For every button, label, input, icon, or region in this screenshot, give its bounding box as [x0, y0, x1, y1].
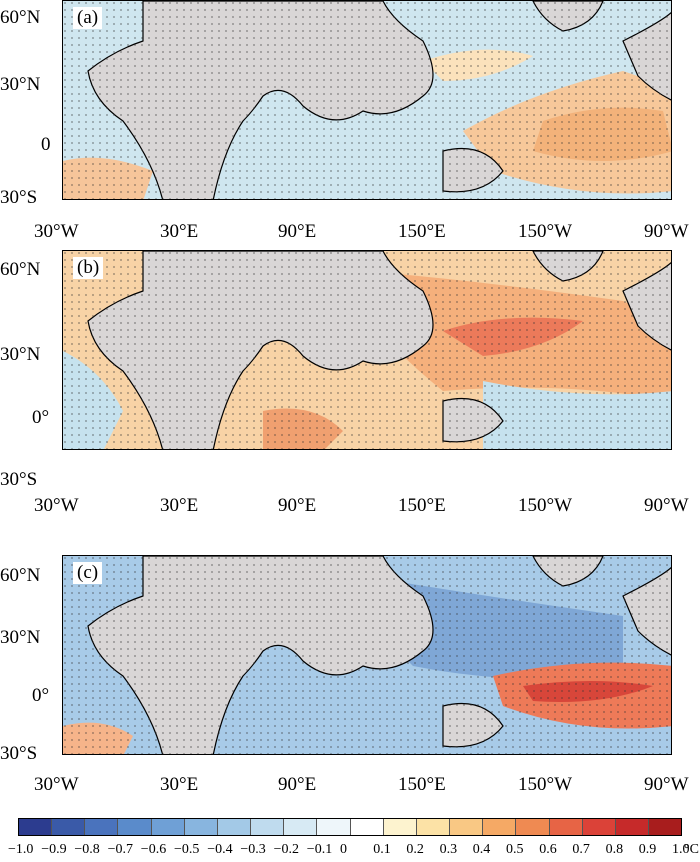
- colorbar-cell: [52, 819, 86, 835]
- colorbar-tick-label: −0.2: [273, 842, 299, 857]
- map-panel-c: (c): [62, 555, 672, 755]
- colorbar-tick-label: −0.8: [74, 842, 100, 857]
- map-canvas-c: [63, 556, 671, 754]
- lat-label-30n-b: 30°N: [0, 344, 41, 365]
- lon-label-30w-c: 30°W: [34, 774, 79, 795]
- colorbar-tick-label: −0.4: [207, 842, 233, 857]
- lon-label-90e-c: 90°E: [278, 774, 317, 795]
- colorbar-cell: [615, 819, 649, 835]
- colorbar-cell: [383, 819, 417, 835]
- lat-label-30s-b: 30°S: [0, 469, 38, 490]
- lon-label-30e-a: 30°E: [160, 221, 199, 242]
- colorbar-tick-label: −0.5: [174, 842, 200, 857]
- colorbar-cell: [549, 819, 583, 835]
- colorbar-tick-label: 0.2: [406, 842, 424, 857]
- lon-label-150w-c: 150°W: [518, 774, 573, 795]
- colorbar-cell: [184, 819, 218, 835]
- panel-label-b: (b): [73, 257, 104, 279]
- lat-label-60n-a: 60°N: [0, 7, 41, 28]
- colorbar-tick-label: −0.9: [41, 842, 67, 857]
- lon-label-90w-b: 90°W: [644, 495, 689, 516]
- colorbar-tick-label: 1.0: [672, 842, 690, 857]
- colorbar-cell: [118, 819, 152, 835]
- colorbar-cell: [416, 819, 451, 835]
- lat-label-0-a: 0: [41, 134, 51, 155]
- colorbar: [18, 818, 682, 836]
- colorbar-tick-label: −0.3: [240, 842, 266, 857]
- lat-label-0-b: 0°: [32, 407, 50, 428]
- map-canvas-a: [63, 1, 671, 199]
- lon-label-30w-b: 30°W: [34, 495, 79, 516]
- map-panel-a: (a): [62, 0, 672, 200]
- lon-label-90w-a: 90°W: [644, 221, 689, 242]
- colorbar-cell: [582, 819, 616, 835]
- lat-label-30n-c: 30°N: [0, 627, 41, 648]
- lon-label-150e-b: 150°E: [398, 495, 446, 516]
- colorbar-cell: [483, 819, 517, 835]
- map-panel-b: (b): [62, 250, 672, 450]
- colorbar-tick-label: 0: [340, 842, 347, 857]
- lon-label-150w-a: 150°W: [518, 221, 573, 242]
- panel-label-c: (c): [73, 562, 103, 584]
- colorbar-tick-label: 0.4: [472, 842, 491, 857]
- lat-label-30s-a: 30°S: [0, 187, 38, 208]
- colorbar-tick-label: 0.7: [572, 842, 590, 857]
- colorbar-tick-label: 0.8: [605, 842, 624, 857]
- colorbar-cell: [19, 819, 53, 835]
- colorbar-cell: [284, 819, 318, 835]
- lon-label-150w-b: 150°W: [518, 495, 573, 516]
- colorbar-tick-label: 0.1: [373, 842, 391, 857]
- colorbar-cell: [151, 819, 185, 835]
- lon-label-90e-a: 90°E: [278, 221, 317, 242]
- colorbar-cell: [350, 819, 384, 835]
- lat-label-60n-c: 60°N: [0, 565, 41, 586]
- colorbar-cell: [251, 819, 285, 835]
- lon-label-90e-b: 90°E: [278, 495, 317, 516]
- colorbar-tick-label: 0.9: [638, 842, 657, 857]
- lat-label-0-c: 0°: [32, 685, 50, 706]
- colorbar-tick-label: 0.6: [539, 842, 557, 857]
- colorbar-tick-label: −1.0: [8, 842, 34, 857]
- colorbar-unit: °C: [684, 842, 699, 857]
- map-canvas-b: [63, 251, 671, 449]
- colorbar-cell: [217, 819, 252, 835]
- lon-label-30e-b: 30°E: [160, 495, 199, 516]
- lat-label-60n-b: 60°N: [0, 259, 41, 280]
- panel-label-a: (a): [73, 7, 103, 29]
- colorbar-cell: [648, 819, 682, 835]
- colorbar-cell: [317, 819, 351, 835]
- colorbar-cell: [516, 819, 550, 835]
- lon-label-90w-c: 90°W: [644, 774, 689, 795]
- lon-label-30e-c: 30°E: [160, 774, 199, 795]
- colorbar-tick-label: −0.6: [140, 842, 167, 857]
- lon-label-30w-a: 30°W: [34, 221, 79, 242]
- colorbar-tick-label: −0.7: [107, 842, 133, 857]
- colorbar-tick-label: −0.1: [306, 842, 333, 857]
- colorbar-cell: [85, 819, 119, 835]
- lon-label-150e-a: 150°E: [398, 221, 446, 242]
- colorbar-cell: [450, 819, 484, 835]
- colorbar-tick-label: 0.3: [439, 842, 458, 857]
- lat-label-30s-c: 30°S: [0, 743, 38, 764]
- lat-label-30n-a: 30°N: [0, 74, 41, 95]
- lon-label-150e-c: 150°E: [398, 774, 446, 795]
- colorbar-tick-label: 0.5: [506, 842, 524, 857]
